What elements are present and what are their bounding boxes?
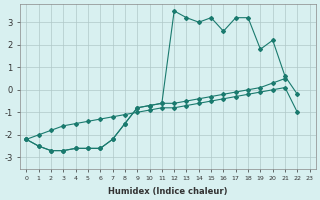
X-axis label: Humidex (Indice chaleur): Humidex (Indice chaleur)	[108, 187, 228, 196]
